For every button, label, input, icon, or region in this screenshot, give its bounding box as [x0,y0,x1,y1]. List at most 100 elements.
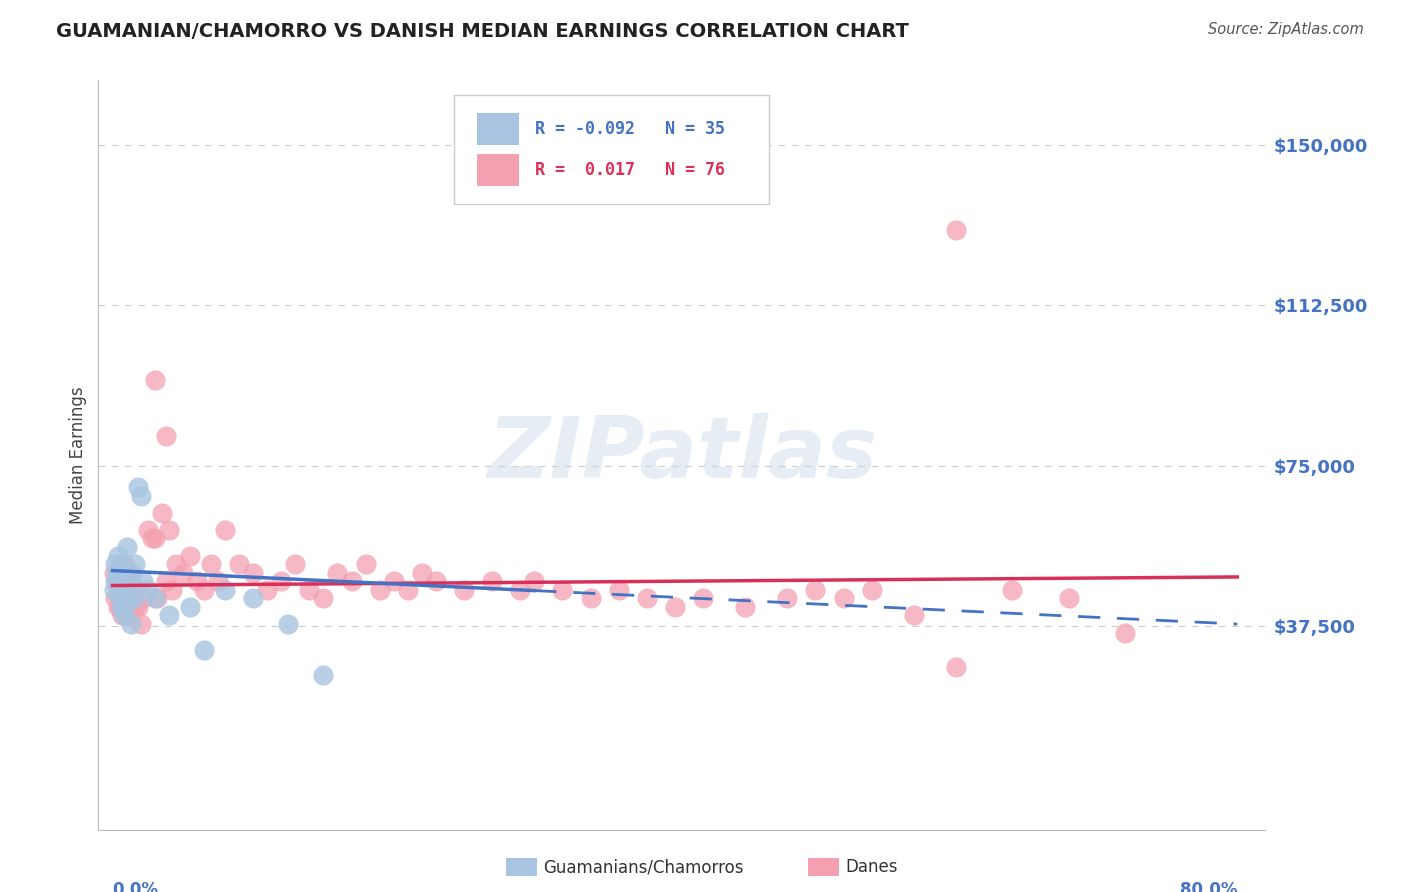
Point [110,599,132,614]
Point [143,532,166,546]
Point [804,582,827,597]
Point [104,557,127,571]
Text: R = -0.092   N = 35: R = -0.092 N = 35 [534,120,725,138]
Point [108,582,131,597]
Point [136,523,159,537]
Point [832,591,855,606]
Point [172,566,194,580]
Point [1114,625,1136,640]
Point [111,608,134,623]
Point [120,617,142,632]
Point [112,591,135,606]
Point [150,506,173,520]
Text: Source: ZipAtlas.com: Source: ZipAtlas.com [1208,22,1364,37]
Point [1001,582,1024,597]
Point [157,608,180,623]
Point [242,591,264,606]
Point [284,557,307,571]
Point [636,591,658,606]
Point [155,574,177,589]
Point [121,582,143,597]
Point [105,574,128,589]
Point [523,574,546,589]
Text: 80.0%: 80.0% [1180,881,1237,892]
Point [112,608,135,623]
Point [664,599,686,614]
Point [129,489,152,503]
Point [903,608,925,623]
Point [146,591,169,606]
Point [110,574,132,589]
Y-axis label: Median Earnings: Median Earnings [69,386,87,524]
Point [453,582,475,597]
Point [108,582,131,597]
Point [105,566,128,580]
Point [110,566,132,580]
Text: R =  0.017   N = 76: R = 0.017 N = 76 [534,161,725,179]
Text: Danes: Danes [845,858,897,876]
Point [108,591,131,606]
Point [207,574,229,589]
Point [312,591,335,606]
Point [425,574,447,589]
Point [115,540,138,554]
Point [270,574,292,589]
Point [115,582,138,597]
Point [382,574,405,589]
FancyBboxPatch shape [454,95,769,204]
Point [117,591,139,606]
Point [122,591,145,606]
Point [114,574,136,589]
Point [141,532,163,546]
Point [114,599,136,614]
Point [214,523,236,537]
Point [107,549,129,563]
Point [112,591,135,606]
Point [124,557,146,571]
Point [143,591,166,606]
Point [103,566,125,580]
Point [104,574,127,589]
Point [108,599,131,614]
Point [132,591,155,606]
Point [111,557,134,571]
Point [776,591,799,606]
Point [127,599,149,614]
Point [143,373,166,387]
Point [396,582,419,597]
Point [607,582,630,597]
Point [242,566,264,580]
Point [115,591,138,606]
Point [129,617,152,632]
Point [312,668,335,682]
Point [107,599,129,614]
Text: GUAMANIAN/CHAMORRO VS DANISH MEDIAN EARNINGS CORRELATION CHART: GUAMANIAN/CHAMORRO VS DANISH MEDIAN EARN… [56,22,910,41]
Point [354,557,377,571]
Point [132,574,155,589]
Text: ZIPatlas: ZIPatlas [486,413,877,497]
Point [368,582,391,597]
Point [118,566,141,580]
Point [165,557,187,571]
Point [228,557,250,571]
Point [579,591,602,606]
Point [734,599,756,614]
Point [157,523,180,537]
Point [692,591,714,606]
Point [127,480,149,494]
Point [551,582,574,597]
Point [118,608,141,623]
Text: 0.0%: 0.0% [112,881,159,892]
Point [114,574,136,589]
Point [118,591,141,606]
Point [340,574,363,589]
Point [112,557,135,571]
Point [122,591,145,606]
Bar [477,154,519,186]
Point [945,223,967,237]
Bar [477,113,519,145]
Point [214,582,236,597]
Point [193,582,215,597]
Point [117,582,139,597]
Point [121,566,143,580]
